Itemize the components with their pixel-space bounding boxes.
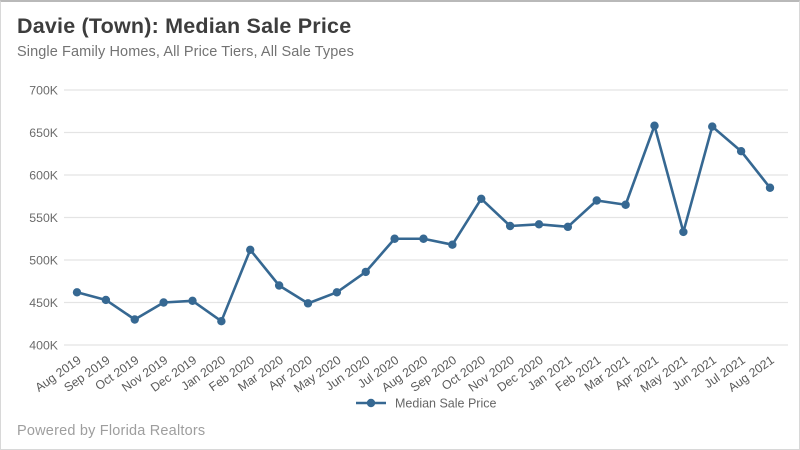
data-point-mar-2021[interactable] [621,200,630,209]
data-point-sep-2020[interactable] [448,240,457,249]
data-point-apr-2020[interactable] [303,299,313,308]
data-point-dec-2020[interactable] [534,220,544,229]
data-point-feb-2021[interactable] [592,196,601,205]
powered-by-text: Powered by Florida Realtors [17,423,206,439]
data-point-jul-2020[interactable] [390,234,399,243]
chart-subtitle: Single Family Homes, All Price Tiers, Al… [17,44,354,60]
data-point-apr-2021[interactable] [650,121,659,130]
data-point-oct-2020[interactable] [477,194,486,203]
y-tick-600k: 600K [29,169,59,183]
data-point-jan-2021[interactable] [563,222,573,232]
data-point-sep-2019[interactable] [101,295,111,305]
legend-marker-icon [366,398,376,408]
data-point-dec-2019[interactable] [188,296,197,305]
data-point-jul-2021[interactable] [736,147,746,156]
data-point-jun-2021[interactable] [708,122,717,131]
data-point-mar-2020[interactable] [274,281,284,290]
y-tick-700k: 700K [29,84,59,98]
y-tick-400k: 400K [29,339,59,353]
data-point-aug-2021[interactable] [765,183,775,192]
y-tick-650k: 650K [29,126,59,140]
data-point-may-2021[interactable] [679,227,688,237]
data-point-may-2020[interactable] [332,288,342,297]
chart-title: Davie (Town): Median Sale Price [17,14,352,38]
data-point-oct-2019[interactable] [130,315,139,324]
y-tick-500k: 500K [29,254,59,268]
data-point-aug-2019[interactable] [72,288,82,297]
data-point-aug-2020[interactable] [419,234,428,243]
y-tick-450k: 450K [29,296,59,310]
legend-label[interactable]: Median Sale Price [395,397,496,411]
data-point-jun-2020[interactable] [361,267,370,277]
data-point-nov-2020[interactable] [505,221,515,231]
chart-header: Davie (Town): Median Sale Price Single F… [17,14,354,60]
y-tick-550k: 550K [29,211,59,225]
data-point-jan-2020[interactable] [217,317,226,326]
data-point-nov-2019[interactable] [159,298,168,307]
series-line-median-sale-price [75,124,772,323]
data-point-feb-2020[interactable] [246,245,255,254]
